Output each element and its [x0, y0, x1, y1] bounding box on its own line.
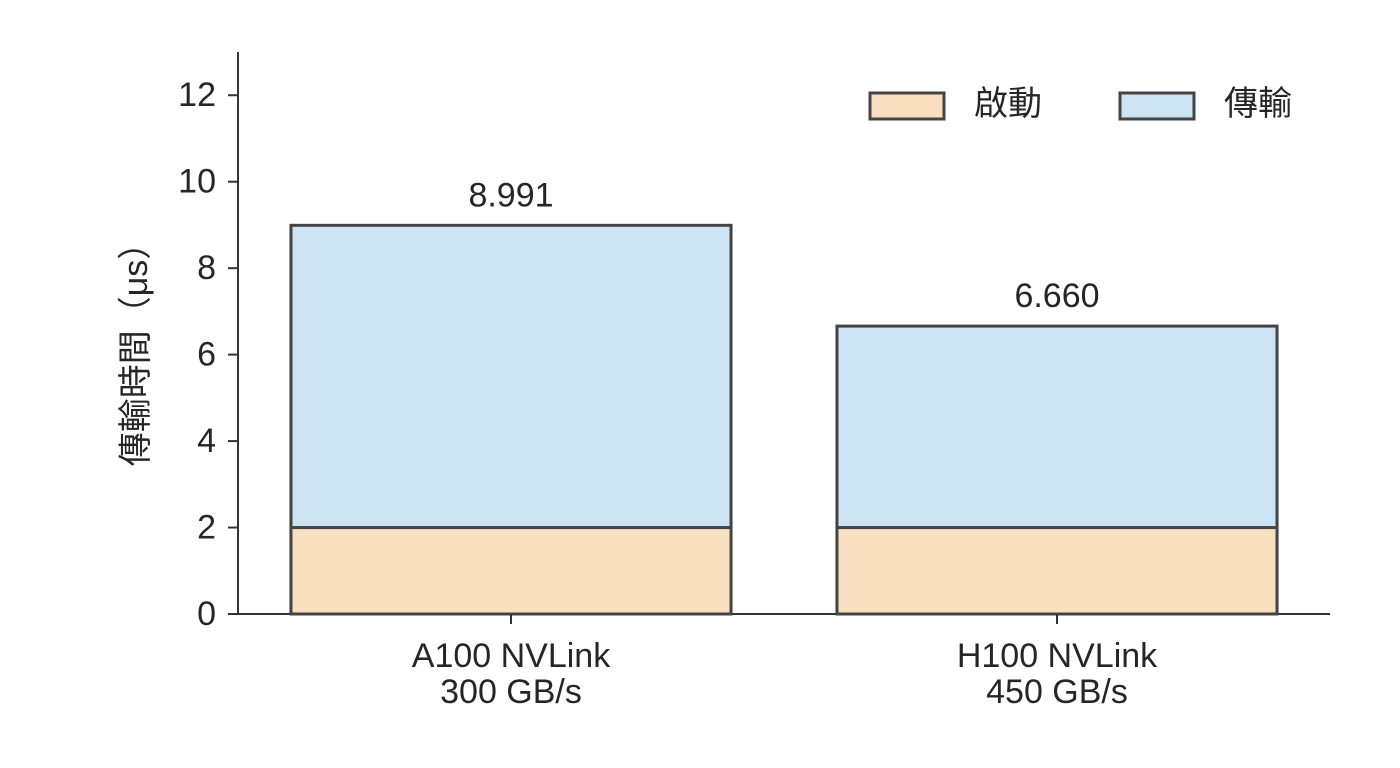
legend-swatch: [1118, 91, 1196, 121]
bar-segment: [289, 526, 733, 616]
y-tick-label: 10: [178, 163, 216, 201]
y-tick-label: 2: [197, 509, 216, 547]
total-label: 6.660: [1014, 277, 1099, 315]
legend-swatch: [868, 91, 946, 121]
x-tick-label: 300 GB/s: [440, 673, 582, 711]
y-tick-label: 6: [197, 336, 216, 374]
bar-segment: [289, 223, 733, 530]
bar-segment: [835, 526, 1279, 616]
x-tick-label: H100 NVLink: [957, 637, 1158, 675]
y-tick-label: 4: [197, 422, 216, 460]
x-tick-label: A100 NVLink: [412, 637, 611, 675]
legend-label: 啟動: [974, 85, 1042, 123]
y-axis-label: 傳輸時間（μs）: [117, 226, 155, 467]
y-tick-label: 8: [197, 249, 216, 287]
y-tick-label: 0: [197, 595, 216, 633]
x-tick-label: 450 GB/s: [986, 673, 1128, 711]
bar-segment: [835, 324, 1279, 530]
y-tick-label: 12: [178, 76, 216, 114]
total-label: 8.991: [468, 176, 553, 214]
legend-label: 傳輸: [1224, 85, 1292, 123]
